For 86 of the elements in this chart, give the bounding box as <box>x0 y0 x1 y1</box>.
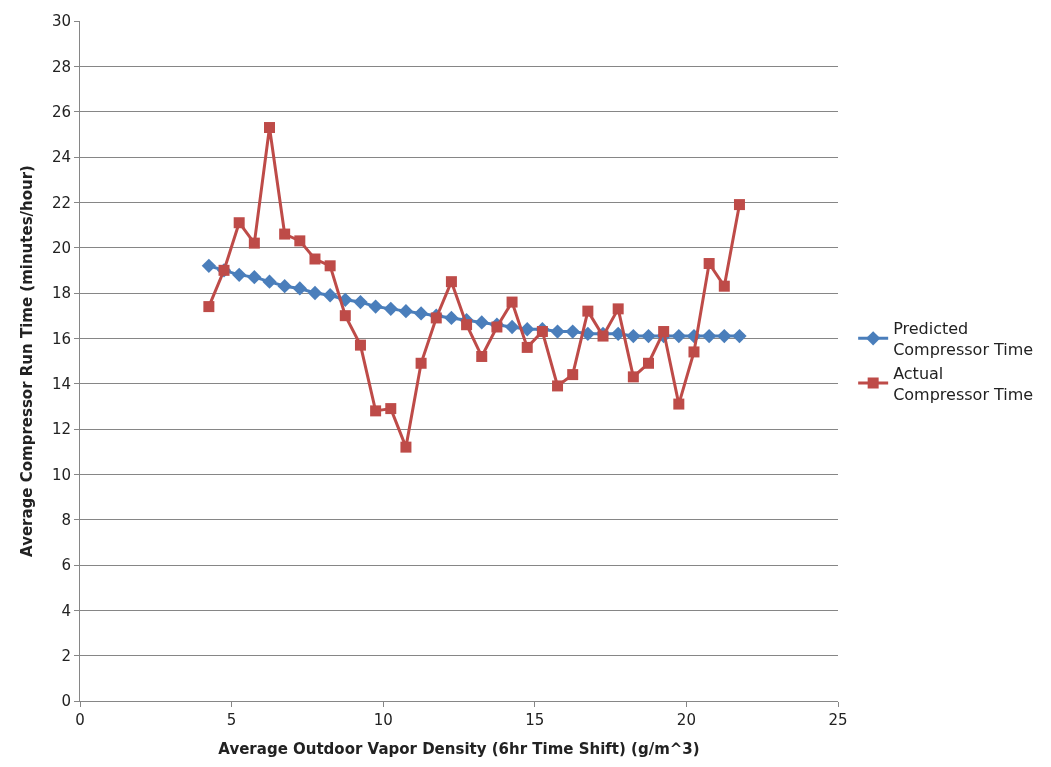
point <box>445 276 457 288</box>
point <box>504 319 520 335</box>
point <box>292 281 307 296</box>
legend-label: Actual Compressor Time <box>893 363 1034 404</box>
y-tick-label: 20 <box>51 238 71 257</box>
point <box>398 303 414 319</box>
point <box>370 405 382 417</box>
y-tick-label: 8 <box>61 510 71 529</box>
point <box>294 235 306 247</box>
y-tick-label: 16 <box>51 329 71 348</box>
point <box>339 310 351 322</box>
point <box>552 380 564 392</box>
point <box>673 398 685 410</box>
point <box>703 258 715 270</box>
y-tick-label: 4 <box>61 601 71 620</box>
point <box>717 328 732 344</box>
y-axis-title: Average Compressor Run Time (minutes/hour) <box>18 165 37 557</box>
point <box>567 369 579 381</box>
point <box>279 228 291 240</box>
y-tick-label: 2 <box>61 646 71 665</box>
point <box>247 269 262 285</box>
point <box>491 321 503 333</box>
point <box>264 122 275 134</box>
point <box>383 301 398 317</box>
point <box>733 199 745 211</box>
point <box>565 324 580 339</box>
y-tick-label: 6 <box>61 556 71 575</box>
x-tick-label: 5 <box>226 711 237 729</box>
y-tick-label: 14 <box>51 374 71 393</box>
y-tick-label: 26 <box>51 102 71 121</box>
point <box>233 217 245 229</box>
point <box>641 328 656 344</box>
point <box>353 294 368 310</box>
point <box>520 322 535 337</box>
point <box>506 296 518 308</box>
point <box>536 326 548 338</box>
point <box>627 371 639 383</box>
y-tick-label: 12 <box>51 420 71 439</box>
point <box>474 315 489 330</box>
legend-label: Predicted Compressor Time <box>893 319 1034 359</box>
x-tick-label: 10 <box>373 711 393 729</box>
point <box>385 403 397 415</box>
point <box>582 305 594 317</box>
point <box>277 279 292 294</box>
point <box>658 326 670 338</box>
point <box>248 237 260 249</box>
point <box>415 357 427 369</box>
x-axis-title: Average Outdoor Vapor Density (6hr Time Shift) (g/m^3) <box>218 740 700 758</box>
y-tick-label: 24 <box>51 148 71 167</box>
y-tick-label: 22 <box>51 193 71 212</box>
point <box>461 319 473 331</box>
point <box>444 310 459 326</box>
x-tick-label: 0 <box>75 711 85 729</box>
point <box>413 306 429 321</box>
point <box>688 346 700 358</box>
point <box>201 258 217 273</box>
point <box>597 330 609 342</box>
y-tick-label: 30 <box>51 12 71 31</box>
y-tick-label: 0 <box>61 692 71 711</box>
point <box>643 357 654 369</box>
point <box>309 253 321 265</box>
point <box>324 260 336 272</box>
point <box>718 280 730 292</box>
point <box>521 341 533 353</box>
y-tick-label: 10 <box>51 465 71 484</box>
point <box>476 350 488 362</box>
point <box>626 328 641 344</box>
point <box>262 274 277 289</box>
point <box>322 288 338 303</box>
point <box>400 441 412 453</box>
x-tick-label: 25 <box>828 711 848 729</box>
point <box>612 303 624 315</box>
point <box>368 299 383 314</box>
point <box>550 324 565 339</box>
point <box>203 301 215 313</box>
x-tick-label: 15 <box>525 711 545 729</box>
y-tick-label: 28 <box>51 57 71 76</box>
point <box>732 328 747 344</box>
point <box>232 267 247 283</box>
x-tick-label: 20 <box>676 711 696 729</box>
point <box>354 339 366 351</box>
point <box>701 328 717 344</box>
point <box>671 328 686 344</box>
y-tick-label: 18 <box>51 284 71 303</box>
point <box>307 285 323 301</box>
point <box>430 312 442 324</box>
